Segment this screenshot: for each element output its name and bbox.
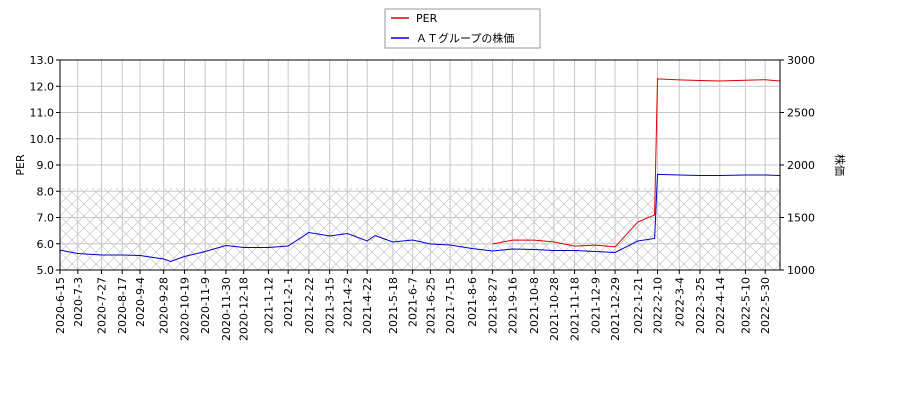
y2-tick-label: 1500	[787, 212, 815, 225]
x-tick-label: 2022-5-10	[739, 277, 752, 334]
x-tick-label: 2020-10-19	[178, 277, 191, 341]
y-tick-label: 13.0	[30, 54, 55, 67]
x-tick-label: 2021-11-18	[569, 277, 582, 341]
x-tick-label: 2021-7-15	[444, 277, 457, 334]
series-line	[59, 173, 781, 263]
legend-box	[384, 8, 541, 49]
x-tick-label: 2021-8-6	[466, 277, 479, 327]
legend: PER ＡＴグループの株価	[384, 8, 541, 49]
x-tick-label: 2021-10-28	[548, 277, 561, 341]
x-tick-label: 2020-8-17	[116, 277, 129, 334]
lines	[59, 78, 781, 263]
legend-label: ＡＴグループの株価	[416, 31, 514, 45]
legend-label: PER	[416, 12, 438, 25]
x-tick-label: 2020-9-28	[158, 277, 171, 334]
x-tick-label: 2021-2-1	[282, 277, 295, 327]
x-tick-label: 2022-3-25	[694, 277, 707, 334]
y-tick-label: 5.0	[37, 264, 55, 277]
x-tick-label: 2021-4-2	[341, 277, 354, 327]
x-tick-label: 2022-5-30	[759, 277, 772, 334]
y2-tick-label: 2000	[787, 159, 815, 172]
x-tick-label: 2021-8-27	[487, 277, 500, 334]
x-tick-label: 2021-6-25	[424, 277, 437, 334]
x-tick-label: 2021-12-9	[589, 277, 602, 334]
x-tick-label: 2021-12-29	[609, 277, 622, 341]
x-tick-label: 2020-11-30	[220, 277, 233, 341]
y-axis-label: PER	[14, 154, 27, 176]
y-tick-label: 6.0	[37, 238, 55, 251]
x-tick-label: 2021-9-16	[506, 277, 519, 334]
hatched-band	[60, 188, 780, 270]
x-tick-label: 2021-2-22	[303, 277, 316, 334]
y2-tick-label: 1000	[787, 264, 815, 277]
y-tick-label: 9.0	[37, 159, 55, 172]
x-tick-label: 2020-12-18	[238, 277, 251, 341]
x-tick-label: 2022-1-21	[632, 277, 645, 334]
y-tick-label: 10.0	[30, 133, 55, 146]
y-tick-label: 12.0	[30, 80, 55, 93]
x-tick-label: 2020-11-9	[199, 277, 212, 334]
x-tick-label: 2022-4-14	[714, 277, 727, 334]
x-tick-label: 2021-10-8	[528, 277, 541, 334]
x-tick-label: 2022-2-10	[652, 277, 665, 334]
y-tick-label: 7.0	[37, 212, 55, 225]
y-tick-label: 8.0	[37, 185, 55, 198]
x-tick-label: 2021-6-7	[407, 277, 420, 327]
x-tick-label: 2021-3-15	[324, 277, 337, 334]
series-line	[492, 78, 781, 248]
y2-tick-label: 2500	[787, 107, 815, 120]
y2-axis-label: 株価	[833, 154, 847, 176]
x-tick-label: 2021-5-18	[387, 277, 400, 334]
x-tick-label: 2020-7-3	[72, 277, 85, 327]
x-tick-label: 2020-6-15	[54, 277, 67, 334]
y2-tick-label: 3000	[787, 54, 815, 67]
x-tick-label: 2021-1-12	[262, 277, 275, 334]
x-tick-label: 2020-7-27	[95, 277, 108, 334]
y-tick-label: 11.0	[30, 107, 55, 120]
x-tick-label: 2021-4-22	[361, 277, 374, 334]
x-tick-label: 2020-9-4	[134, 277, 147, 327]
x-tick-label: 2022-3-4	[673, 277, 686, 327]
